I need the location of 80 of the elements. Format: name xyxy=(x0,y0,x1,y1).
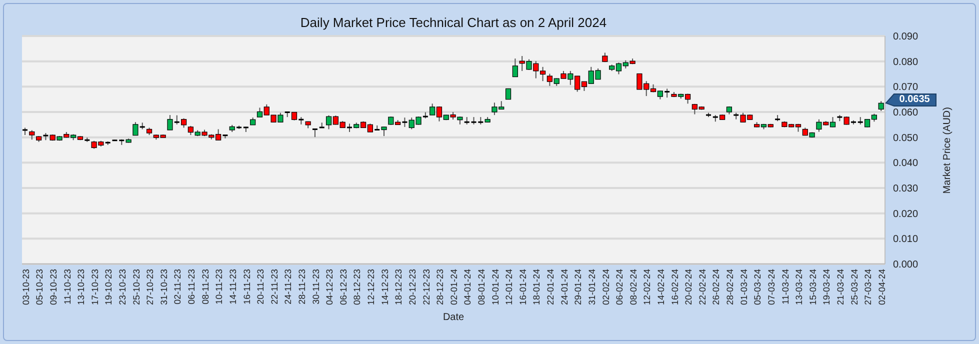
x-tick-label: 04-01-24 xyxy=(462,269,473,306)
x-tick-label: 05-03-24 xyxy=(752,269,763,306)
x-tick-label: 07-03-24 xyxy=(766,269,776,306)
x-tick-label: 28-12-23 xyxy=(435,269,446,306)
x-tick-label: 02-11-23 xyxy=(172,269,183,304)
x-tick-label: 21-03-24 xyxy=(836,269,846,306)
x-tick-label: 31-10-23 xyxy=(158,269,169,306)
y-tick-label: 0.070 xyxy=(893,82,918,94)
x-tick-label: 19-03-24 xyxy=(822,269,832,306)
x-tick-label: 03-10-23 xyxy=(20,269,31,306)
y-tick-label: 0.080 xyxy=(893,56,918,68)
x-tick-label: 31-01-24 xyxy=(586,269,597,306)
x-tick-label: 22-01-24 xyxy=(546,269,556,306)
x-tick-label: 25-03-24 xyxy=(849,269,860,306)
x-tick-label: 30-11-23 xyxy=(310,269,321,304)
x-tick-label: 06-11-23 xyxy=(186,269,197,304)
x-tick-label: 13-10-23 xyxy=(76,269,86,306)
x-tick-label: 20-11-23 xyxy=(256,269,266,304)
x-tick-label: 02-01-24 xyxy=(448,269,459,306)
x-tick-label: 16-11-23 xyxy=(242,269,252,304)
x-tick-label: 12-12-23 xyxy=(366,269,376,306)
x-tick-label: 18-12-23 xyxy=(394,269,404,306)
candlestick xyxy=(878,100,884,112)
x-tick-label: 23-10-23 xyxy=(118,269,128,306)
x-tick-label: 12-02-24 xyxy=(642,269,652,306)
y-tick-label: 0.060 xyxy=(893,108,918,119)
x-tick-label: 20-12-23 xyxy=(407,269,418,306)
x-tick-label: 15-03-24 xyxy=(808,269,818,306)
annotation: 0.0635 xyxy=(898,94,931,106)
y-tick-label: 0.040 xyxy=(893,158,918,170)
x-tick-label: 10-11-23 xyxy=(214,269,224,304)
y-tick-label: 0.050 xyxy=(893,132,918,144)
x-tick-label: 02-02-24 xyxy=(600,269,611,306)
x-tick-label: 08-12-23 xyxy=(352,269,362,306)
y-tick-label: 0.010 xyxy=(893,234,918,246)
x-tick-label: 13-03-24 xyxy=(794,269,804,306)
x-tick-label: 20-02-24 xyxy=(684,269,694,306)
y-tick-label: 0.000 xyxy=(893,260,918,271)
x-tick-label: 17-10-23 xyxy=(90,269,100,306)
x-tick-label: 06-02-24 xyxy=(614,269,625,306)
x-tick-label: 01-03-24 xyxy=(738,269,749,306)
x-tick-label: 14-02-24 xyxy=(656,269,666,306)
x-tick-label: 25-10-23 xyxy=(131,269,142,306)
x-tick-label: 16-01-24 xyxy=(518,269,528,306)
x-tick-label: 02-04-24 xyxy=(876,269,887,306)
x-tick-label: 14-11-23 xyxy=(228,269,238,304)
x-tick-label: 24-01-24 xyxy=(559,269,570,306)
x-tick-label: 11-03-24 xyxy=(780,269,790,304)
x-tick-label: 08-11-23 xyxy=(200,269,210,304)
chart-title: Daily Market Price Technical Chart as on 2 April 2024 xyxy=(299,14,608,32)
x-tick-label: 05-10-23 xyxy=(34,269,45,306)
candlestick xyxy=(512,58,518,78)
x-tick-label: 08-02-24 xyxy=(628,269,638,306)
x-tick-label: 16-02-24 xyxy=(670,269,680,306)
x-tick-label: 11-10-23 xyxy=(62,269,72,304)
x-tick-label: 22-02-24 xyxy=(697,269,708,306)
x-tick-label: 18-01-24 xyxy=(532,269,542,306)
x-tick-label: 12-01-24 xyxy=(504,269,514,306)
x-tick-label: 28-02-24 xyxy=(725,269,736,306)
x-tick-label: 10-01-24 xyxy=(490,269,500,306)
x-tick-label: 24-11-23 xyxy=(283,269,294,304)
x-tick-label: 19-10-23 xyxy=(104,269,114,306)
y-axis-title: Market Price (AUD) xyxy=(942,106,952,194)
candlestick xyxy=(29,130,35,140)
x-tick-label: 22-11-23 xyxy=(269,269,280,304)
x-tick-label: 09-10-23 xyxy=(48,269,58,306)
x-tick-label: 08-01-24 xyxy=(476,269,487,306)
y-tick-label: 0.030 xyxy=(893,184,918,195)
x-tick-label: 29-01-24 xyxy=(573,269,584,306)
x-tick-label: 28-11-23 xyxy=(297,269,307,304)
x-tick-label: 06-12-23 xyxy=(338,269,348,306)
x-tick-label: 27-03-24 xyxy=(863,269,874,306)
x-tick-label: 04-12-23 xyxy=(324,269,335,306)
y-tick-label: 0.020 xyxy=(893,208,918,220)
x-tick-label: 27-10-23 xyxy=(145,269,156,306)
x-axis-title: Date xyxy=(442,312,466,323)
x-tick-label: 26-02-24 xyxy=(711,269,722,306)
x-tick-label: 14-12-23 xyxy=(380,269,390,306)
x-tick-label: 22-12-23 xyxy=(421,269,432,306)
y-tick-label: 0.090 xyxy=(893,32,918,43)
